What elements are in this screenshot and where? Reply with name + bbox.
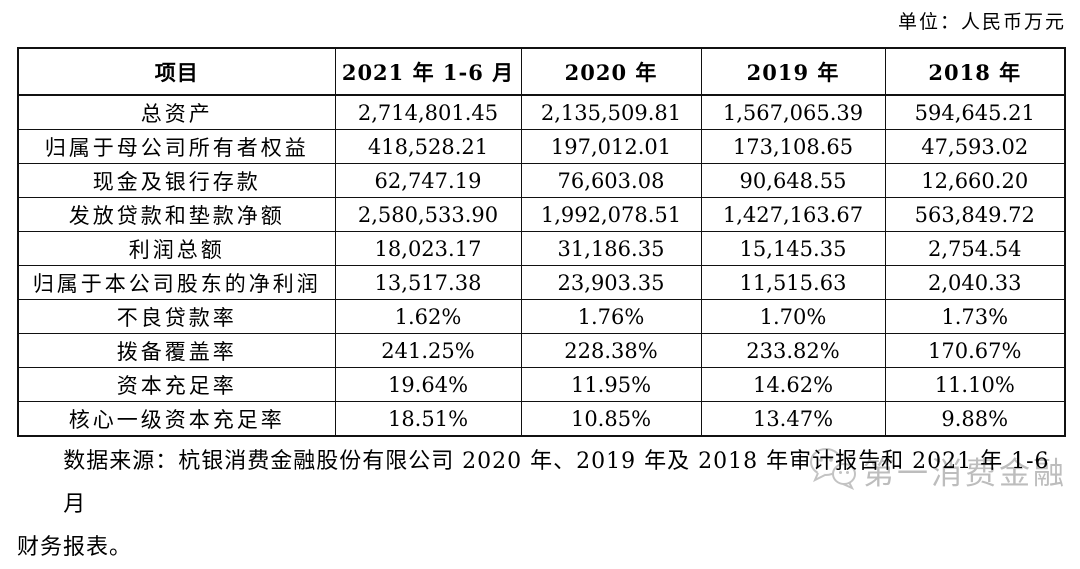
table-cell: 19.64% [334, 367, 522, 402]
row-label: 不良贷款率 [17, 299, 336, 334]
table-row: 归属于本公司股东的净利润 13,517.38 23,903.35 11,515.… [17, 265, 1066, 300]
financial-table: 项目 2021 年 1-6 月 2020 年 2019 年 2018 年 总资产… [17, 47, 1066, 437]
column-header-2021h1: 2021 年 1-6 月 [334, 47, 522, 96]
table-cell: 2,754.54 [884, 231, 1066, 266]
table-row: 归属于母公司所有者权益 418,528.21 197,012.01 173,10… [17, 129, 1066, 164]
row-label: 发放贷款和垫款净额 [17, 197, 336, 232]
table-cell: 14.62% [700, 367, 886, 402]
table-cell: 563,849.72 [884, 197, 1066, 232]
table-row: 不良贷款率 1.62% 1.76% 1.70% 1.73% [17, 299, 1066, 334]
column-header-2020: 2020 年 [520, 47, 702, 96]
source-note: 数据来源：杭银消费金融股份有限公司 2020 年、2019 年及 2018 年审… [17, 440, 1067, 569]
column-header-2018: 2018 年 [884, 47, 1066, 96]
table-cell: 1,567,065.39 [700, 94, 886, 130]
table-cell: 11,515.63 [700, 265, 886, 300]
row-label: 拨备覆盖率 [17, 333, 336, 368]
table-cell: 11.10% [884, 367, 1066, 402]
row-label: 核心一级资本充足率 [17, 401, 336, 437]
table-cell: 15,145.35 [700, 231, 886, 266]
table-cell: 2,040.33 [884, 265, 1066, 300]
table-cell: 1,992,078.51 [520, 197, 702, 232]
table-cell: 10.85% [520, 401, 702, 437]
source-note-line2: 财务报表。 [17, 535, 133, 560]
table-cell: 13.47% [700, 401, 886, 437]
column-header-item: 项目 [17, 47, 336, 96]
table-row: 核心一级资本充足率 18.51% 10.85% 13.47% 9.88% [17, 401, 1066, 437]
table-cell: 2,580,533.90 [334, 197, 522, 232]
watermark: 第一消费金融 [808, 446, 1067, 494]
row-label: 利润总额 [17, 231, 336, 266]
table-cell: 13,517.38 [334, 265, 522, 300]
row-label: 归属于母公司所有者权益 [17, 129, 336, 164]
table-row: 现金及银行存款 62,747.19 76,603.08 90,648.55 12… [17, 163, 1066, 198]
row-label: 归属于本公司股东的净利润 [17, 265, 336, 300]
table-cell: 2,714,801.45 [334, 94, 522, 130]
table-header-row: 项目 2021 年 1-6 月 2020 年 2019 年 2018 年 [17, 47, 1066, 96]
table-cell: 241.25% [334, 333, 522, 368]
table-cell: 1.70% [700, 299, 886, 334]
row-label: 总资产 [17, 94, 336, 130]
table-cell: 197,012.01 [520, 129, 702, 164]
table-cell: 9.88% [884, 401, 1066, 437]
table-cell: 12,660.20 [884, 163, 1066, 198]
table-cell: 62,747.19 [334, 163, 522, 198]
table-cell: 1.76% [520, 299, 702, 334]
table-cell: 11.95% [520, 367, 702, 402]
chat-bubbles-icon [808, 446, 858, 494]
table-cell: 228.38% [520, 333, 702, 368]
row-label: 现金及银行存款 [17, 163, 336, 198]
table-cell: 18.51% [334, 401, 522, 437]
table-cell: 170.67% [884, 333, 1066, 368]
table-cell: 418,528.21 [334, 129, 522, 164]
table-cell: 594,645.21 [884, 94, 1066, 130]
watermark-text: 第一消费金融 [863, 455, 1067, 492]
table-cell: 18,023.17 [334, 231, 522, 266]
table-cell: 23,903.35 [520, 265, 702, 300]
table-row: 总资产 2,714,801.45 2,135,509.81 1,567,065.… [17, 94, 1066, 130]
source-note-line1: 数据来源：杭银消费金融股份有限公司 2020 年、2019 年及 2018 年审… [63, 449, 1050, 517]
table-cell: 76,603.08 [520, 163, 702, 198]
table-row: 资本充足率 19.64% 11.95% 14.62% 11.10% [17, 367, 1066, 402]
table-cell: 47,593.02 [884, 129, 1066, 164]
column-header-2019: 2019 年 [700, 47, 886, 96]
unit-label: 单位：人民币万元 [897, 11, 1066, 33]
table-cell: 31,186.35 [520, 231, 702, 266]
table-cell: 173,108.65 [700, 129, 886, 164]
table-cell: 90,648.55 [700, 163, 886, 198]
table-cell: 2,135,509.81 [520, 94, 702, 130]
table-cell: 1.62% [334, 299, 522, 334]
table-row: 利润总额 18,023.17 31,186.35 15,145.35 2,754… [17, 231, 1066, 266]
table-row: 发放贷款和垫款净额 2,580,533.90 1,992,078.51 1,42… [17, 197, 1066, 232]
table-row: 拨备覆盖率 241.25% 228.38% 233.82% 170.67% [17, 333, 1066, 368]
table-cell: 1,427,163.67 [700, 197, 886, 232]
table-cell: 1.73% [884, 299, 1066, 334]
row-label: 资本充足率 [17, 367, 336, 402]
table-cell: 233.82% [700, 333, 886, 368]
